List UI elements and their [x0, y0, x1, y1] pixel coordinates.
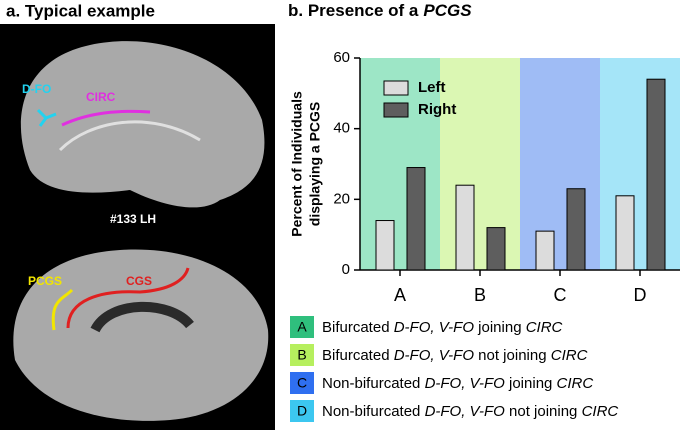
circ-trace	[61, 109, 151, 127]
description-part: Non-bifurcated	[322, 375, 425, 392]
bar	[615, 195, 635, 271]
category-description: Non-bifurcated D-FO, V-FO joining CIRC	[322, 375, 593, 392]
legend-swatch	[383, 80, 409, 96]
panel-title: a. Typical example	[6, 1, 155, 20]
category-description: Non-bifurcated D-FO, V-FO not joining CI…	[322, 403, 618, 420]
category-description: Bifurcated D-FO, V-FO joining CIRC	[322, 319, 563, 336]
description-part: D-FO, V-FO	[394, 319, 475, 336]
bar	[646, 78, 666, 271]
x-tick-label: B	[474, 285, 486, 305]
brain-lateral	[20, 41, 265, 208]
y-tick-label: 0	[342, 261, 350, 278]
image-label: D-FO	[22, 82, 51, 96]
category-key-box	[290, 316, 314, 338]
description-part: joining	[474, 319, 526, 336]
bar	[455, 184, 475, 271]
x-tick-label: A	[394, 285, 406, 305]
bar	[535, 230, 555, 271]
legend-label: Right	[418, 101, 456, 118]
category-key: C	[297, 375, 307, 391]
category-description: Bifurcated D-FO, V-FO not joining CIRC	[322, 347, 588, 364]
x-tick-label: C	[554, 285, 567, 305]
description-part: CIRC	[526, 319, 563, 336]
image-label: #133 LH	[110, 212, 156, 226]
description-part: CIRC	[551, 347, 588, 364]
category-key-box	[290, 372, 314, 394]
description-part: CIRC	[557, 375, 594, 392]
description-part: Non-bifurcated	[322, 403, 425, 420]
description-part: D-FO, V-FO	[425, 403, 506, 420]
x-tick-label: D	[634, 285, 647, 305]
bar	[406, 167, 426, 271]
legend-label: Left	[418, 79, 446, 96]
description-part: Bifurcated	[322, 347, 394, 364]
category-band	[440, 58, 520, 270]
legend-swatch	[383, 102, 409, 118]
category-key: A	[297, 319, 307, 335]
brain-fold	[58, 120, 201, 152]
corpus-callosum	[90, 301, 194, 333]
image-label: PCGS	[28, 274, 62, 288]
category-key: B	[297, 347, 306, 363]
brain-medial	[13, 249, 269, 421]
description-part: D-FO, V-FO	[394, 347, 475, 364]
description-part: not joining	[474, 347, 551, 364]
image-label: CIRC	[86, 90, 116, 104]
bar	[486, 227, 506, 271]
bar	[566, 188, 586, 271]
cgs-trace	[66, 267, 190, 329]
y-axis-label: Percent of Individuals	[289, 91, 305, 237]
category-band	[600, 58, 680, 270]
description-part: joining	[505, 375, 557, 392]
y-tick-label: 40	[333, 120, 350, 137]
category-key-box	[290, 344, 314, 366]
description-part: Bifurcated	[322, 319, 394, 336]
category-band	[520, 58, 600, 270]
y-axis-label: displaying a PCGS	[307, 102, 323, 226]
description-part: CIRC	[582, 403, 619, 420]
chart-title: b. Presence of a PCGS	[288, 1, 472, 20]
y-tick-label: 20	[333, 190, 350, 207]
description-part: not joining	[505, 403, 582, 420]
bar	[375, 220, 395, 271]
category-key-box	[290, 400, 314, 422]
dfo-trace	[36, 108, 57, 127]
pcgs-trace	[51, 288, 74, 331]
image-label: CGS	[126, 274, 152, 288]
description-part: D-FO, V-FO	[425, 375, 506, 392]
category-key: D	[297, 403, 307, 419]
y-tick-label: 60	[333, 49, 350, 66]
